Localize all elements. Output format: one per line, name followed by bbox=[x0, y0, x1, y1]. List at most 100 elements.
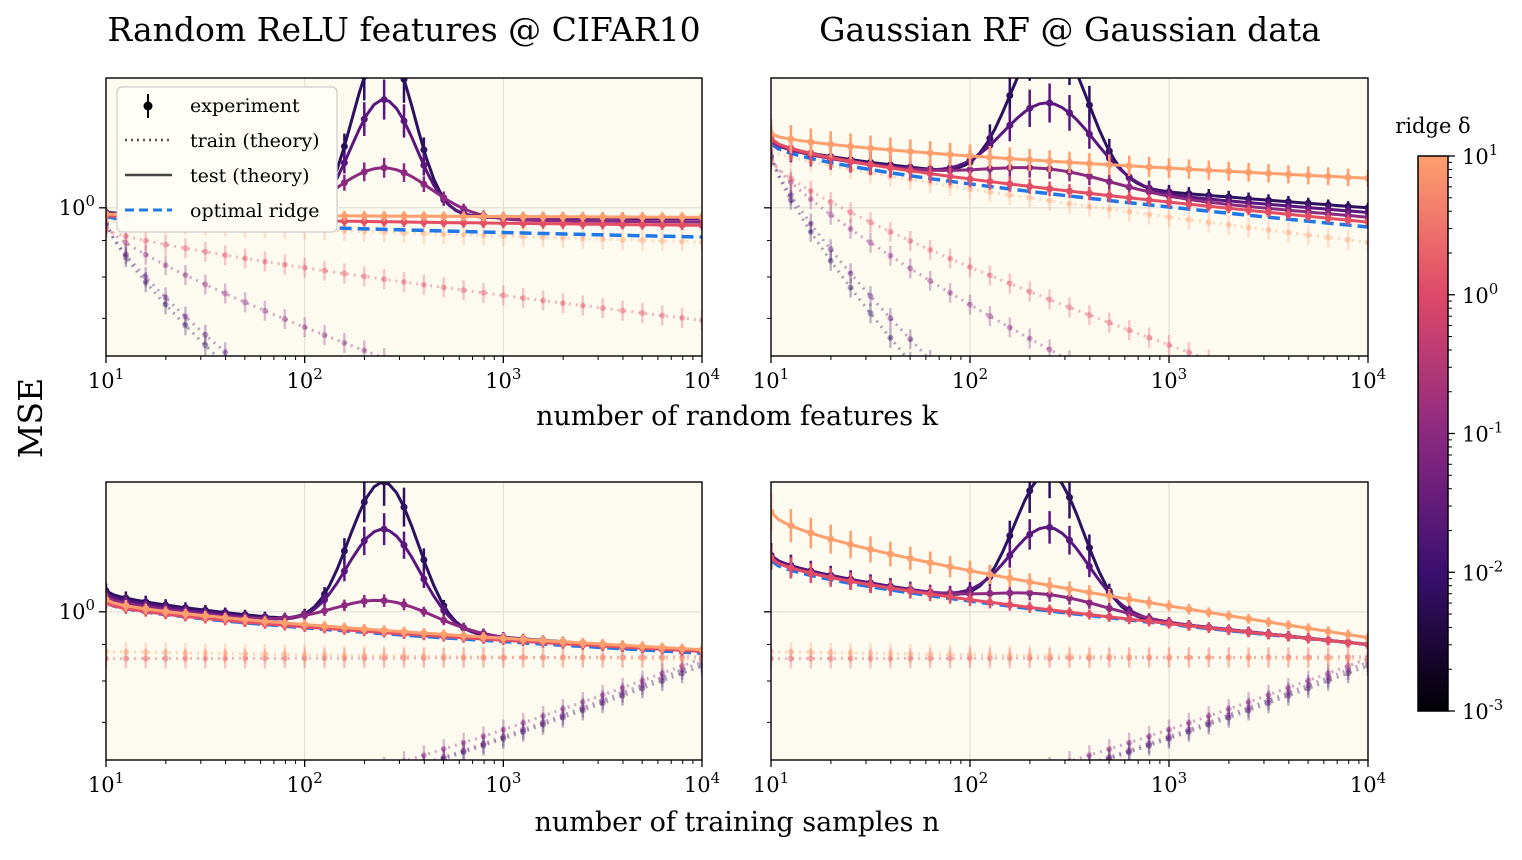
experiment-point-1e-2 bbox=[400, 541, 408, 549]
train-point-1e0 bbox=[1066, 304, 1073, 311]
train-point-1e0 bbox=[1086, 312, 1093, 319]
train-point-1e0 bbox=[106, 227, 109, 234]
experiment-point-1e1 bbox=[986, 153, 994, 161]
train-point-1e-3 bbox=[162, 301, 169, 308]
train-point-1e-3 bbox=[381, 774, 387, 780]
train-point-1e1 bbox=[986, 651, 993, 658]
experiment-point-1e1 bbox=[1225, 612, 1233, 620]
train-point-1e0 bbox=[222, 252, 229, 259]
experiment-point-1e1 bbox=[559, 638, 567, 646]
experiment-point-1e-1 bbox=[1085, 172, 1093, 180]
train-point-1e0 bbox=[381, 655, 388, 662]
experiment-point-1e0 bbox=[771, 554, 775, 562]
train-point-1e0 bbox=[639, 654, 646, 661]
train-point-1e0 bbox=[1146, 334, 1153, 341]
train-point-1e1 bbox=[242, 650, 249, 657]
experiment-point-1e1 bbox=[867, 144, 874, 152]
experiment-point-1e-1 bbox=[420, 608, 428, 616]
train-point-1e0 bbox=[261, 258, 268, 265]
experiment-point-1e0 bbox=[807, 569, 815, 577]
train-point-1e-2 bbox=[341, 785, 347, 791]
experiment-point-1e1 bbox=[966, 567, 974, 575]
experiment-point-1e0 bbox=[1364, 640, 1368, 648]
train-point-1e0 bbox=[520, 654, 527, 661]
train-point-1e-3 bbox=[242, 380, 248, 386]
experiment-point-1e-1 bbox=[966, 166, 974, 174]
train-point-1e0 bbox=[106, 655, 109, 662]
experiment-point-1e-1 bbox=[1165, 192, 1173, 200]
train-point-1e-2 bbox=[599, 697, 606, 704]
experiment-point-1e0 bbox=[1324, 214, 1332, 222]
train-point-1e-1 bbox=[1285, 684, 1292, 691]
experiment-point-1e1 bbox=[827, 140, 835, 148]
train-point-1e1 bbox=[927, 179, 934, 186]
train-point-1e-1 bbox=[1146, 733, 1153, 740]
experiment-point-1e1 bbox=[181, 610, 189, 618]
train-point-1e-1 bbox=[500, 726, 507, 733]
train-point-1e-2 bbox=[460, 747, 467, 754]
experiment-point-1e0 bbox=[1344, 216, 1352, 224]
train-point-1e-2 bbox=[202, 815, 208, 821]
train-point-1e-2 bbox=[1205, 719, 1212, 726]
train-point-1e1 bbox=[1305, 231, 1312, 238]
experiment-point-1e-1 bbox=[1026, 589, 1034, 597]
experiment-point-1e1 bbox=[678, 645, 686, 653]
train-point-1e1 bbox=[480, 232, 487, 239]
train-point-1e1 bbox=[599, 236, 606, 243]
train-curve-1e0 bbox=[771, 655, 1368, 661]
train-point-1e-2 bbox=[1007, 785, 1013, 791]
train-point-1e-1 bbox=[222, 290, 229, 297]
train-point-1e-2 bbox=[1027, 453, 1033, 459]
train-point-1e-3 bbox=[1345, 670, 1352, 677]
experiment-point-1e0 bbox=[847, 577, 855, 585]
train-point-1e0 bbox=[222, 655, 229, 662]
train-point-1e-2 bbox=[639, 682, 646, 689]
train-point-1e0 bbox=[1166, 654, 1172, 661]
experiment-point-1e1 bbox=[1344, 173, 1352, 181]
experiment-point-1e0 bbox=[1245, 628, 1253, 636]
colorbar-tick-label: 10-2 bbox=[1462, 557, 1503, 585]
train-point-1e0 bbox=[1305, 654, 1312, 661]
experiment-point-1e0 bbox=[1225, 626, 1233, 634]
train-point-1e0 bbox=[1086, 654, 1093, 661]
train-point-1e-1 bbox=[927, 793, 933, 799]
train-point-1e-3 bbox=[639, 685, 646, 692]
train-point-1e-1 bbox=[947, 289, 954, 296]
train-point-1e-2 bbox=[182, 313, 189, 320]
experiment-point-1e1 bbox=[301, 621, 309, 629]
experiment-point-1e0 bbox=[1185, 622, 1193, 630]
train-point-1e1 bbox=[1365, 656, 1368, 663]
experiment-point-1e0 bbox=[1205, 202, 1213, 210]
experiment-point-1e0 bbox=[1225, 204, 1233, 212]
experiment-point-1e0 bbox=[1185, 200, 1193, 208]
experiment-point-1e1 bbox=[1066, 585, 1073, 593]
train-point-1e-1 bbox=[1066, 758, 1073, 760]
train-point-1e0 bbox=[599, 305, 606, 312]
train-point-1e-1 bbox=[1285, 469, 1291, 475]
train-point-1e1 bbox=[1046, 197, 1053, 204]
experiment-point-1e0 bbox=[360, 217, 368, 225]
experiment-point-1e1 bbox=[1105, 592, 1113, 600]
experiment-point-1e1 bbox=[886, 146, 894, 154]
train-point-1e-1 bbox=[887, 801, 893, 807]
train-point-1e-3 bbox=[520, 728, 527, 735]
experiment-point-1e-1 bbox=[460, 205, 468, 213]
train-point-1e0 bbox=[1006, 655, 1013, 662]
train-point-1e-3 bbox=[1285, 692, 1292, 699]
experiment-point-1e0 bbox=[1145, 196, 1153, 204]
experiment-point-1e-2 bbox=[1006, 121, 1014, 129]
experiment-point-1e1 bbox=[106, 210, 110, 218]
train-point-1e0 bbox=[281, 655, 288, 662]
train-point-1e-3 bbox=[927, 382, 933, 388]
train-point-1e-3 bbox=[771, 153, 774, 160]
experiment-point-1e0 bbox=[1085, 189, 1093, 197]
experiment-point-1e-2 bbox=[1046, 523, 1054, 531]
train-point-1e-2 bbox=[103, 824, 109, 830]
experiment-point-1e-3 bbox=[420, 146, 428, 154]
experiment-point-1e1 bbox=[499, 634, 507, 642]
experiment-point-1e0 bbox=[1304, 212, 1312, 220]
experiment-point-1e1 bbox=[1046, 157, 1054, 165]
train-point-1e-1 bbox=[222, 801, 228, 807]
experiment-point-1e0 bbox=[658, 221, 666, 229]
